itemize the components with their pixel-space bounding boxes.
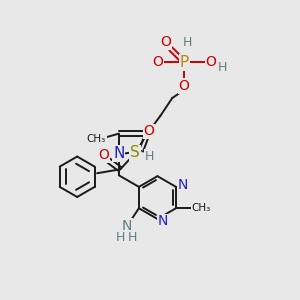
Text: N: N [158,214,168,228]
Text: O: O [160,35,171,50]
Text: H: H [128,231,137,244]
Text: CH₃: CH₃ [87,134,106,144]
Text: H: H [145,150,154,163]
Text: O: O [206,55,216,69]
Text: O: O [143,124,154,138]
Text: O: O [153,55,164,69]
Text: H: H [182,37,192,50]
Text: N: N [113,146,124,161]
Text: O: O [179,79,190,93]
Text: S: S [130,146,140,160]
Text: H: H [218,61,227,74]
Text: N: N [122,219,132,233]
Text: O: O [98,148,110,162]
Text: CH₃: CH₃ [192,203,211,213]
Text: P: P [180,55,189,70]
Text: H: H [116,231,125,244]
Text: N: N [177,178,188,192]
